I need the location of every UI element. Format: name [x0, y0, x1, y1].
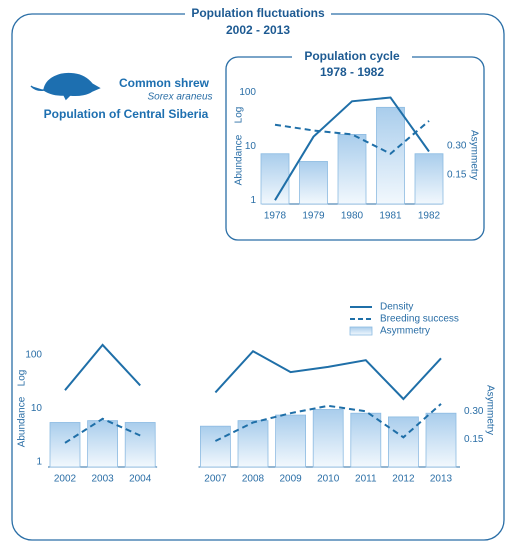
bar	[49, 422, 81, 468]
y-axis-unit: Log	[17, 370, 28, 387]
inset-title-backdrop	[292, 48, 412, 80]
shrew-icon	[30, 72, 101, 101]
bar	[312, 409, 344, 468]
bar	[414, 153, 444, 205]
y-tick-label: 1	[36, 456, 42, 467]
species-name: Common shrew	[119, 76, 210, 90]
y-tick-label: 100	[239, 87, 256, 98]
population-label: Population of Central Siberia	[44, 107, 209, 121]
x-tick-label: 2013	[430, 474, 453, 485]
x-tick-label: 2010	[317, 474, 340, 485]
y-tick-label: 100	[25, 350, 42, 361]
title-backdrop	[185, 4, 331, 40]
x-tick-label: 1979	[302, 211, 325, 222]
legend-label: Asymmetry	[380, 326, 430, 337]
bar	[237, 420, 269, 468]
bar	[124, 422, 156, 468]
breeding-line	[274, 120, 430, 155]
x-tick-label: 2002	[54, 474, 77, 485]
y2-tick-label: 0.30	[447, 141, 467, 152]
bar	[199, 425, 231, 468]
x-tick-label: 1981	[379, 211, 402, 222]
legend-label: Density	[380, 302, 413, 313]
y2-axis-label: Asymmetry	[484, 385, 495, 435]
x-tick-label: 2004	[129, 474, 152, 485]
y-tick-label: 10	[245, 141, 257, 152]
x-tick-label: 2003	[91, 474, 114, 485]
x-tick-label: 1982	[418, 211, 441, 222]
bar	[387, 416, 419, 468]
x-tick-label: 1978	[264, 211, 287, 222]
x-tick-label: 2009	[279, 474, 302, 485]
breeding-line	[64, 403, 442, 444]
x-tick-label: 2007	[204, 474, 227, 485]
x-tick-label: 2011	[355, 474, 377, 485]
density-line	[64, 343, 442, 401]
bar	[275, 414, 307, 468]
x-tick-label: 1980	[341, 211, 364, 222]
bar	[376, 106, 405, 205]
chart-title: Population fluctuations	[191, 6, 325, 20]
bar	[299, 161, 328, 205]
legend-swatch	[349, 326, 373, 336]
x-tick-label: 2008	[242, 474, 265, 485]
density-line	[274, 96, 430, 201]
y-tick-label: 1	[250, 195, 256, 206]
chart-subtitle: 2002 - 2013	[226, 23, 290, 37]
inset-title: Population cycle	[304, 49, 400, 63]
bar	[425, 412, 457, 468]
x-tick-label: 2012	[392, 474, 415, 485]
y-tick-label: 10	[31, 403, 43, 414]
y2-tick-label: 0.15	[447, 170, 467, 181]
bar	[337, 133, 367, 205]
y-axis-label: Abundance	[17, 396, 28, 447]
legend-label: Breeding success	[380, 314, 459, 325]
bar	[350, 412, 382, 468]
inset-subtitle: 1978 - 1982	[320, 65, 384, 79]
bar	[87, 420, 118, 468]
bar	[260, 153, 290, 205]
y2-tick-label: 0.30	[464, 406, 484, 417]
y2-axis-label: Asymmetry	[468, 130, 479, 180]
y2-tick-label: 0.15	[464, 434, 484, 445]
species-latin: Sorex araneus	[147, 92, 212, 103]
y-axis-label: Abundance	[234, 134, 245, 185]
y-axis-unit: Log	[234, 107, 245, 124]
